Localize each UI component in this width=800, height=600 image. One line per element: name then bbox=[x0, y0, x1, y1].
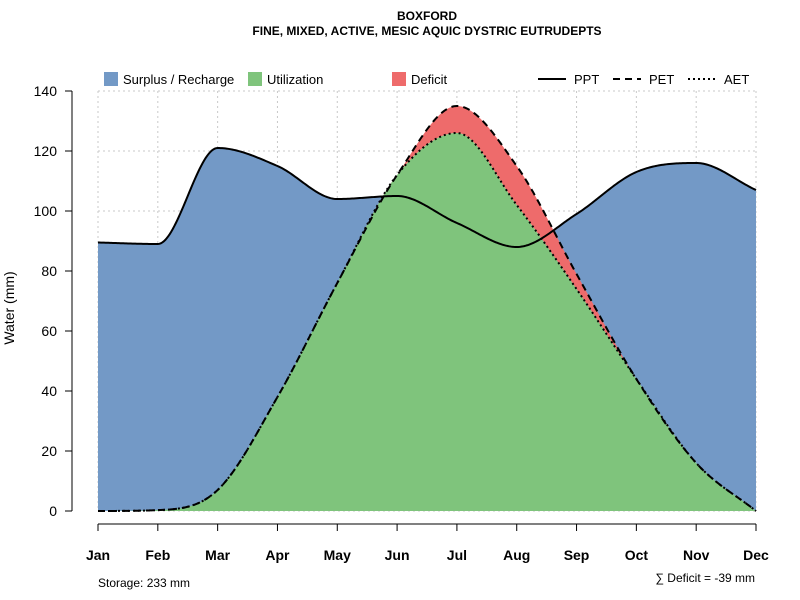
y-axis-label: Water (mm) bbox=[1, 271, 17, 344]
y-tick-label: 40 bbox=[41, 383, 57, 399]
x-tick-label-mar: Mar bbox=[205, 547, 230, 563]
legend: Surplus / Recharge Utilization Deficit P… bbox=[104, 72, 749, 87]
series-line-ppt bbox=[97, 146, 757, 249]
legend-label-aet: AET bbox=[724, 72, 749, 87]
chart-title: BOXFORD bbox=[397, 9, 457, 23]
y-tick-label: 140 bbox=[34, 83, 58, 99]
legend-label-deficit: Deficit bbox=[411, 72, 448, 87]
x-tick-label-may: May bbox=[324, 547, 351, 563]
y-tick-label: 100 bbox=[34, 203, 58, 219]
deficit-summary-label: ∑ Deficit = -39 mm bbox=[655, 571, 755, 585]
x-tick-label-nov: Nov bbox=[683, 547, 710, 563]
legend-swatch-deficit bbox=[392, 72, 406, 86]
series-line-aet bbox=[97, 131, 757, 512]
legend-label-pet: PET bbox=[649, 72, 674, 87]
legend-swatch-utilization bbox=[248, 72, 262, 86]
x-tick-label-jul: Jul bbox=[447, 547, 467, 563]
plot-area: 0 20 40 60 80 100 120 140 Jan Feb Mar Apr May Jun Jul A… bbox=[34, 83, 769, 563]
y-tick-label: 60 bbox=[41, 323, 57, 339]
legend-label-surplus: Surplus / Recharge bbox=[123, 72, 234, 87]
storage-label: Storage: 233 mm bbox=[98, 576, 190, 590]
y-tick-label: 20 bbox=[41, 443, 57, 459]
x-tick-label-oct: Oct bbox=[625, 547, 649, 563]
x-tick-label-apr: Apr bbox=[265, 547, 290, 563]
x-tick-label-feb: Feb bbox=[145, 547, 170, 563]
y-tick-label: 0 bbox=[49, 503, 57, 519]
legend-label-utilization: Utilization bbox=[267, 72, 323, 87]
area-utilization bbox=[98, 133, 756, 511]
legend-swatch-surplus bbox=[104, 72, 118, 86]
chart-subtitle: FINE, MIXED, ACTIVE, MESIC AQUIC DYSTRIC… bbox=[252, 24, 601, 38]
x-tick-label-jan: Jan bbox=[86, 547, 110, 563]
y-tick-label: 120 bbox=[34, 143, 58, 159]
x-tick-label-dec: Dec bbox=[743, 547, 769, 563]
x-tick-label-jun: Jun bbox=[385, 547, 410, 563]
legend-label-ppt: PPT bbox=[574, 72, 599, 87]
y-tick-label: 80 bbox=[41, 263, 57, 279]
x-tick-label-sep: Sep bbox=[564, 547, 590, 563]
x-tick-label-aug: Aug bbox=[503, 547, 530, 563]
